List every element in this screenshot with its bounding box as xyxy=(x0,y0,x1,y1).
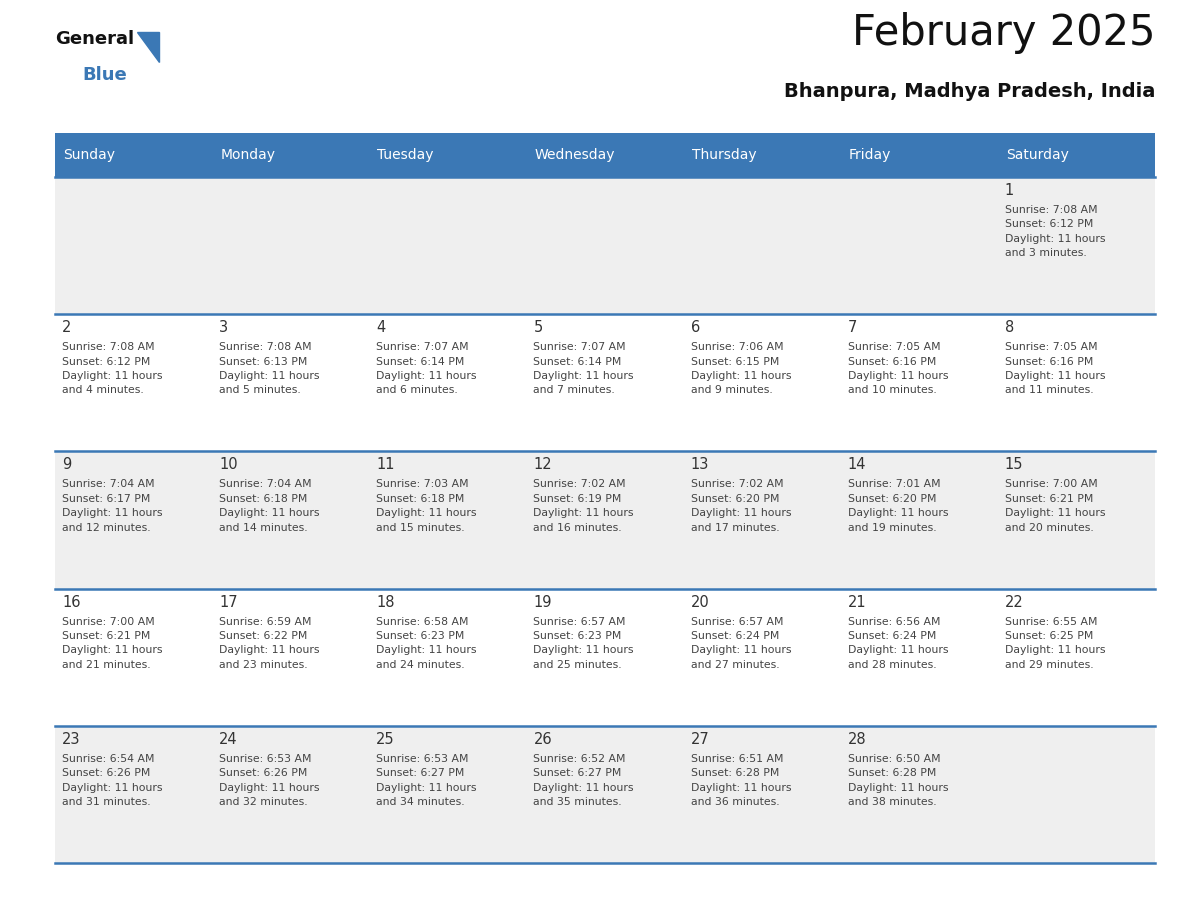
Text: Sunrise: 6:58 AM
Sunset: 6:23 PM
Daylight: 11 hours
and 24 minutes.: Sunrise: 6:58 AM Sunset: 6:23 PM Dayligh… xyxy=(377,617,476,670)
Bar xyxy=(213,133,369,177)
Text: Sunrise: 7:08 AM
Sunset: 6:12 PM
Daylight: 11 hours
and 4 minutes.: Sunrise: 7:08 AM Sunset: 6:12 PM Dayligh… xyxy=(62,342,163,396)
Text: Bhanpura, Madhya Pradesh, India: Bhanpura, Madhya Pradesh, India xyxy=(784,82,1155,101)
Bar xyxy=(683,133,841,177)
Text: 4: 4 xyxy=(377,320,386,335)
Bar xyxy=(55,452,1155,588)
Text: Sunrise: 6:52 AM
Sunset: 6:27 PM
Daylight: 11 hours
and 35 minutes.: Sunrise: 6:52 AM Sunset: 6:27 PM Dayligh… xyxy=(533,754,634,807)
Text: Sunrise: 6:53 AM
Sunset: 6:26 PM
Daylight: 11 hours
and 32 minutes.: Sunrise: 6:53 AM Sunset: 6:26 PM Dayligh… xyxy=(219,754,320,807)
Bar xyxy=(526,133,683,177)
Text: Sunrise: 6:59 AM
Sunset: 6:22 PM
Daylight: 11 hours
and 23 minutes.: Sunrise: 6:59 AM Sunset: 6:22 PM Dayligh… xyxy=(219,617,320,670)
Text: Blue: Blue xyxy=(82,66,127,84)
Text: 15: 15 xyxy=(1005,457,1023,473)
Text: Sunrise: 7:00 AM
Sunset: 6:21 PM
Daylight: 11 hours
and 20 minutes.: Sunrise: 7:00 AM Sunset: 6:21 PM Dayligh… xyxy=(1005,479,1105,532)
Text: 5: 5 xyxy=(533,320,543,335)
Text: 10: 10 xyxy=(219,457,238,473)
Text: 6: 6 xyxy=(690,320,700,335)
Text: 23: 23 xyxy=(62,732,81,747)
Text: Friday: Friday xyxy=(848,148,891,162)
Text: 7: 7 xyxy=(848,320,857,335)
Text: 3: 3 xyxy=(219,320,228,335)
Text: 9: 9 xyxy=(62,457,71,473)
Text: 26: 26 xyxy=(533,732,552,747)
Text: Sunrise: 6:50 AM
Sunset: 6:28 PM
Daylight: 11 hours
and 38 minutes.: Sunrise: 6:50 AM Sunset: 6:28 PM Dayligh… xyxy=(848,754,948,807)
Text: 27: 27 xyxy=(690,732,709,747)
Text: Sunrise: 7:08 AM
Sunset: 6:12 PM
Daylight: 11 hours
and 3 minutes.: Sunrise: 7:08 AM Sunset: 6:12 PM Dayligh… xyxy=(1005,205,1105,258)
Text: Sunrise: 6:57 AM
Sunset: 6:24 PM
Daylight: 11 hours
and 27 minutes.: Sunrise: 6:57 AM Sunset: 6:24 PM Dayligh… xyxy=(690,617,791,670)
Text: 12: 12 xyxy=(533,457,552,473)
Text: Sunrise: 7:06 AM
Sunset: 6:15 PM
Daylight: 11 hours
and 9 minutes.: Sunrise: 7:06 AM Sunset: 6:15 PM Dayligh… xyxy=(690,342,791,396)
Text: 16: 16 xyxy=(62,595,81,610)
Bar xyxy=(369,133,526,177)
Text: Sunrise: 7:04 AM
Sunset: 6:18 PM
Daylight: 11 hours
and 14 minutes.: Sunrise: 7:04 AM Sunset: 6:18 PM Dayligh… xyxy=(219,479,320,532)
Text: Sunrise: 7:00 AM
Sunset: 6:21 PM
Daylight: 11 hours
and 21 minutes.: Sunrise: 7:00 AM Sunset: 6:21 PM Dayligh… xyxy=(62,617,163,670)
Text: Sunrise: 6:54 AM
Sunset: 6:26 PM
Daylight: 11 hours
and 31 minutes.: Sunrise: 6:54 AM Sunset: 6:26 PM Dayligh… xyxy=(62,754,163,807)
Text: 14: 14 xyxy=(848,457,866,473)
Text: Wednesday: Wednesday xyxy=(535,148,615,162)
Text: Sunrise: 7:07 AM
Sunset: 6:14 PM
Daylight: 11 hours
and 7 minutes.: Sunrise: 7:07 AM Sunset: 6:14 PM Dayligh… xyxy=(533,342,634,396)
Text: Sunrise: 6:57 AM
Sunset: 6:23 PM
Daylight: 11 hours
and 25 minutes.: Sunrise: 6:57 AM Sunset: 6:23 PM Dayligh… xyxy=(533,617,634,670)
Text: Sunrise: 6:53 AM
Sunset: 6:27 PM
Daylight: 11 hours
and 34 minutes.: Sunrise: 6:53 AM Sunset: 6:27 PM Dayligh… xyxy=(377,754,476,807)
Bar xyxy=(998,133,1155,177)
Bar xyxy=(55,726,1155,863)
Text: Monday: Monday xyxy=(220,148,276,162)
Text: Sunrise: 7:04 AM
Sunset: 6:17 PM
Daylight: 11 hours
and 12 minutes.: Sunrise: 7:04 AM Sunset: 6:17 PM Dayligh… xyxy=(62,479,163,532)
Text: Sunrise: 7:01 AM
Sunset: 6:20 PM
Daylight: 11 hours
and 19 minutes.: Sunrise: 7:01 AM Sunset: 6:20 PM Dayligh… xyxy=(848,479,948,532)
Text: Sunrise: 7:03 AM
Sunset: 6:18 PM
Daylight: 11 hours
and 15 minutes.: Sunrise: 7:03 AM Sunset: 6:18 PM Dayligh… xyxy=(377,479,476,532)
Text: Sunrise: 7:07 AM
Sunset: 6:14 PM
Daylight: 11 hours
and 6 minutes.: Sunrise: 7:07 AM Sunset: 6:14 PM Dayligh… xyxy=(377,342,476,396)
Text: Tuesday: Tuesday xyxy=(378,148,434,162)
Polygon shape xyxy=(137,32,159,62)
Text: Sunrise: 7:02 AM
Sunset: 6:19 PM
Daylight: 11 hours
and 16 minutes.: Sunrise: 7:02 AM Sunset: 6:19 PM Dayligh… xyxy=(533,479,634,532)
Text: Sunrise: 7:02 AM
Sunset: 6:20 PM
Daylight: 11 hours
and 17 minutes.: Sunrise: 7:02 AM Sunset: 6:20 PM Dayligh… xyxy=(690,479,791,532)
Text: 8: 8 xyxy=(1005,320,1015,335)
Text: 28: 28 xyxy=(848,732,866,747)
Text: 11: 11 xyxy=(377,457,394,473)
Text: Sunrise: 6:55 AM
Sunset: 6:25 PM
Daylight: 11 hours
and 29 minutes.: Sunrise: 6:55 AM Sunset: 6:25 PM Dayligh… xyxy=(1005,617,1105,670)
Text: Saturday: Saturday xyxy=(1006,148,1069,162)
Text: 19: 19 xyxy=(533,595,552,610)
Text: February 2025: February 2025 xyxy=(852,12,1155,54)
Text: 20: 20 xyxy=(690,595,709,610)
Text: Sunrise: 7:05 AM
Sunset: 6:16 PM
Daylight: 11 hours
and 10 minutes.: Sunrise: 7:05 AM Sunset: 6:16 PM Dayligh… xyxy=(848,342,948,396)
Text: 22: 22 xyxy=(1005,595,1024,610)
Text: 2: 2 xyxy=(62,320,71,335)
Bar xyxy=(55,177,1155,314)
Text: 13: 13 xyxy=(690,457,709,473)
Bar xyxy=(841,133,998,177)
Text: General: General xyxy=(55,30,134,48)
Text: Sunday: Sunday xyxy=(63,148,115,162)
Text: 18: 18 xyxy=(377,595,394,610)
Text: Sunrise: 7:08 AM
Sunset: 6:13 PM
Daylight: 11 hours
and 5 minutes.: Sunrise: 7:08 AM Sunset: 6:13 PM Dayligh… xyxy=(219,342,320,396)
Bar xyxy=(55,314,1155,452)
Text: Sunrise: 6:51 AM
Sunset: 6:28 PM
Daylight: 11 hours
and 36 minutes.: Sunrise: 6:51 AM Sunset: 6:28 PM Dayligh… xyxy=(690,754,791,807)
Text: 1: 1 xyxy=(1005,183,1015,198)
Text: Sunrise: 7:05 AM
Sunset: 6:16 PM
Daylight: 11 hours
and 11 minutes.: Sunrise: 7:05 AM Sunset: 6:16 PM Dayligh… xyxy=(1005,342,1105,396)
Text: 24: 24 xyxy=(219,732,238,747)
Text: Thursday: Thursday xyxy=(691,148,757,162)
Text: 17: 17 xyxy=(219,595,238,610)
Text: 25: 25 xyxy=(377,732,394,747)
Text: Sunrise: 6:56 AM
Sunset: 6:24 PM
Daylight: 11 hours
and 28 minutes.: Sunrise: 6:56 AM Sunset: 6:24 PM Dayligh… xyxy=(848,617,948,670)
Text: 21: 21 xyxy=(848,595,866,610)
Bar xyxy=(55,588,1155,726)
Bar xyxy=(55,133,213,177)
